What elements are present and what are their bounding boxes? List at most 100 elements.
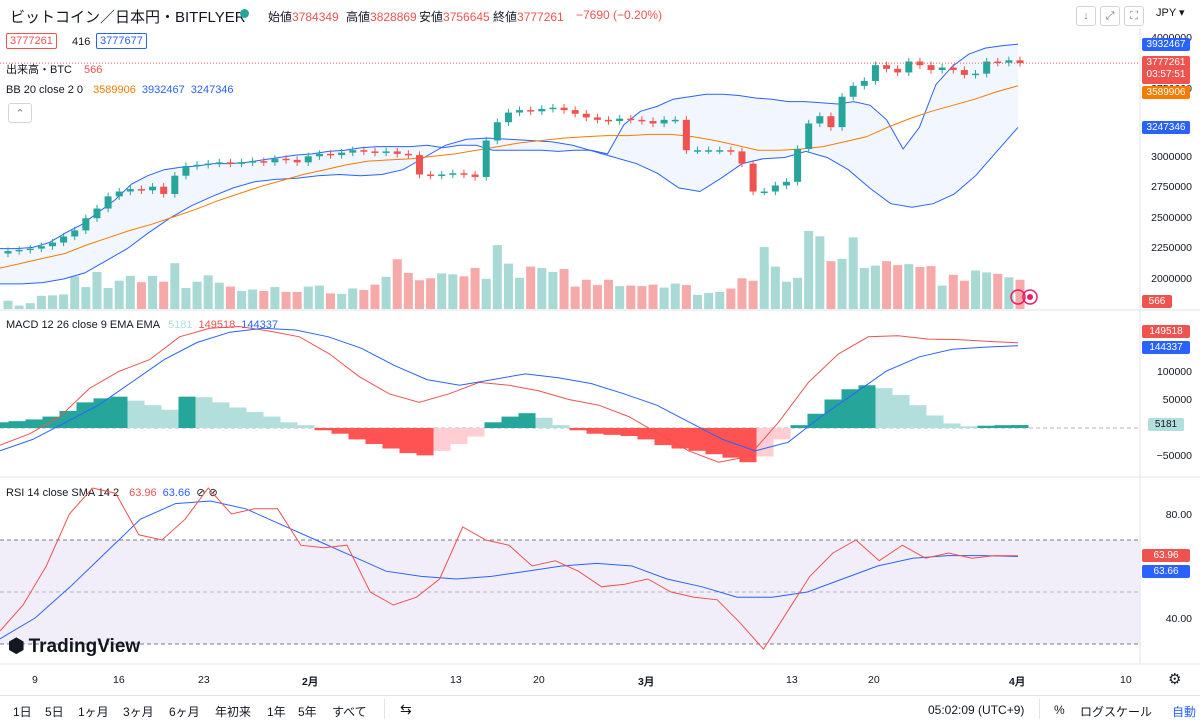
candle-body [972, 73, 980, 76]
candle-body [338, 152, 346, 156]
range-5y-button[interactable]: 5年 [298, 705, 317, 719]
volume-bar [459, 276, 469, 309]
volume-bar [559, 269, 569, 309]
range-6m-button[interactable]: 6ヶ月 [169, 705, 200, 719]
volume-bar [392, 259, 402, 309]
candle-body [849, 85, 857, 97]
bar-countdown: 03:57:51 [1146, 69, 1186, 80]
candle-body [471, 174, 479, 177]
range-5d-button[interactable]: 5日 [45, 705, 64, 719]
candle-body [315, 153, 323, 157]
macd-hist-bar [263, 416, 281, 428]
range-1m-button[interactable]: 1ヶ月 [78, 705, 109, 719]
macd-hist-bar [790, 425, 808, 428]
volume-bar [670, 283, 680, 309]
macd-signal-badge: 144337 [1142, 341, 1190, 354]
range-3m-button[interactable]: 3ヶ月 [123, 705, 154, 719]
chevron-up-icon[interactable]: ⌃ [8, 103, 32, 123]
volume-bar [426, 278, 436, 309]
candle-body [816, 116, 824, 124]
macd-hist-bar [59, 410, 77, 428]
settings-gear-icon[interactable]: ⚙ [1168, 671, 1182, 688]
volume-bar [414, 280, 424, 309]
bb-lower-badge: 3247346 [1142, 121, 1190, 134]
ohlc-low: 安値3756645 [419, 10, 490, 24]
arrow-down-icon[interactable]: ↓ [1076, 6, 1096, 26]
candle-body [93, 208, 101, 219]
volume-bar [59, 294, 69, 309]
candle-body [649, 121, 657, 124]
time-axis-label: 13 [450, 674, 462, 686]
clock-timezone[interactable]: 05:02:09 (UTC+9) [928, 703, 1025, 717]
volume-bar [70, 276, 80, 309]
range-1y-button[interactable]: 1年 [267, 705, 286, 719]
volume-bar [481, 278, 491, 309]
volume-bar [648, 284, 658, 309]
range-ytd-button[interactable]: 年初来 [215, 705, 252, 719]
price-change: −7690 (−0.20%) [576, 8, 663, 22]
candle-body [137, 189, 145, 191]
volume-bar [882, 261, 892, 309]
auto-scale-button[interactable]: 自動 [1172, 705, 1197, 719]
macd-hist-bar [314, 428, 332, 431]
percent-scale-button[interactable]: % [1054, 703, 1065, 717]
macd-hist-bar [637, 428, 655, 440]
currency-selector[interactable]: JPY ▾ [1156, 7, 1185, 19]
macd-axis-tick: 100000 [1156, 366, 1192, 378]
bottom-toolbar [0, 695, 1200, 726]
volume-bar [537, 268, 547, 309]
volume-bar [281, 291, 291, 309]
rsi-axis-tick: 40.00 [1165, 613, 1192, 625]
bb-basis-badge: 3589906 [1142, 86, 1190, 99]
macd-hist-bar [824, 399, 842, 428]
tradingview-watermark[interactable]: ⬢ TradingView [8, 636, 141, 657]
log-scale-button[interactable]: ログスケール [1080, 705, 1153, 719]
macd-axis-tick: −50000 [1156, 450, 1192, 462]
candle-body [960, 70, 968, 75]
candle-body [48, 242, 56, 247]
range-1d-button[interactable]: 1日 [13, 705, 32, 719]
macd-hist-bar [994, 425, 1012, 428]
candle-body [883, 65, 891, 69]
volume-bar [781, 281, 791, 309]
fullscreen-icon[interactable]: ⛶ [1124, 6, 1144, 26]
expand-icon[interactable]: ⤢ [1100, 6, 1120, 26]
candle-body [60, 236, 68, 243]
macd-hist-bar [484, 422, 502, 428]
range-all-button[interactable]: すべて [332, 705, 367, 719]
candle-body [549, 107, 557, 110]
candle-body [226, 162, 234, 164]
candle-body [460, 173, 468, 175]
buy-price-button[interactable]: 3777677 [96, 33, 147, 49]
candle-body [560, 107, 568, 111]
symbol-title[interactable]: ビットコイン／日本円・BITFLYER [10, 9, 246, 26]
market-open-status-icon [240, 9, 249, 18]
date-range-icon[interactable]: ⇆ [400, 701, 412, 717]
candle-body [427, 174, 435, 177]
macd-hist-bar [739, 428, 757, 463]
candle-body [760, 191, 768, 194]
candle-body [82, 218, 90, 231]
volume-bar [381, 276, 391, 309]
volume-bar [81, 287, 91, 309]
candle-body [304, 156, 312, 163]
volume-legend[interactable]: 出来高・BTC 566 [6, 64, 103, 76]
volume-bar [403, 272, 413, 309]
volume-bar [326, 293, 336, 309]
candle-body [916, 61, 924, 66]
volume-bar [659, 287, 669, 309]
last-price-badge: 3777261 03:57:51 [1142, 56, 1190, 84]
alert-icon [1022, 289, 1038, 305]
price-axis-tick: 2250000 [1151, 242, 1192, 254]
bb-legend[interactable]: BB 20 close 2 0 3589906 3932467 3247346 [6, 84, 234, 96]
macd-hist-bar [977, 425, 995, 428]
volume-bar [592, 285, 602, 309]
volume-bar [859, 268, 869, 309]
volume-bar [181, 288, 191, 309]
sell-price-button[interactable]: 3777261 [6, 33, 57, 49]
candle-body [149, 186, 157, 191]
candle-body [616, 118, 624, 122]
volume-bar [437, 273, 447, 309]
chart-canvas[interactable] [0, 0, 1200, 695]
candle-body [104, 196, 112, 209]
